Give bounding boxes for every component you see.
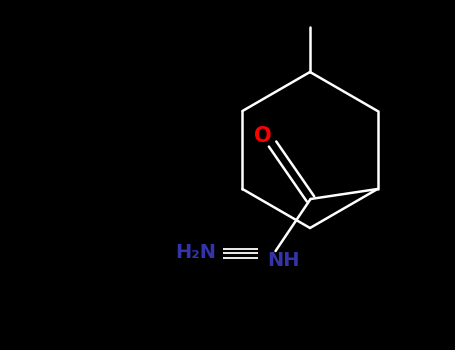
Text: NH: NH bbox=[267, 252, 300, 271]
Text: H₂N: H₂N bbox=[175, 244, 216, 262]
Text: O: O bbox=[254, 126, 271, 146]
